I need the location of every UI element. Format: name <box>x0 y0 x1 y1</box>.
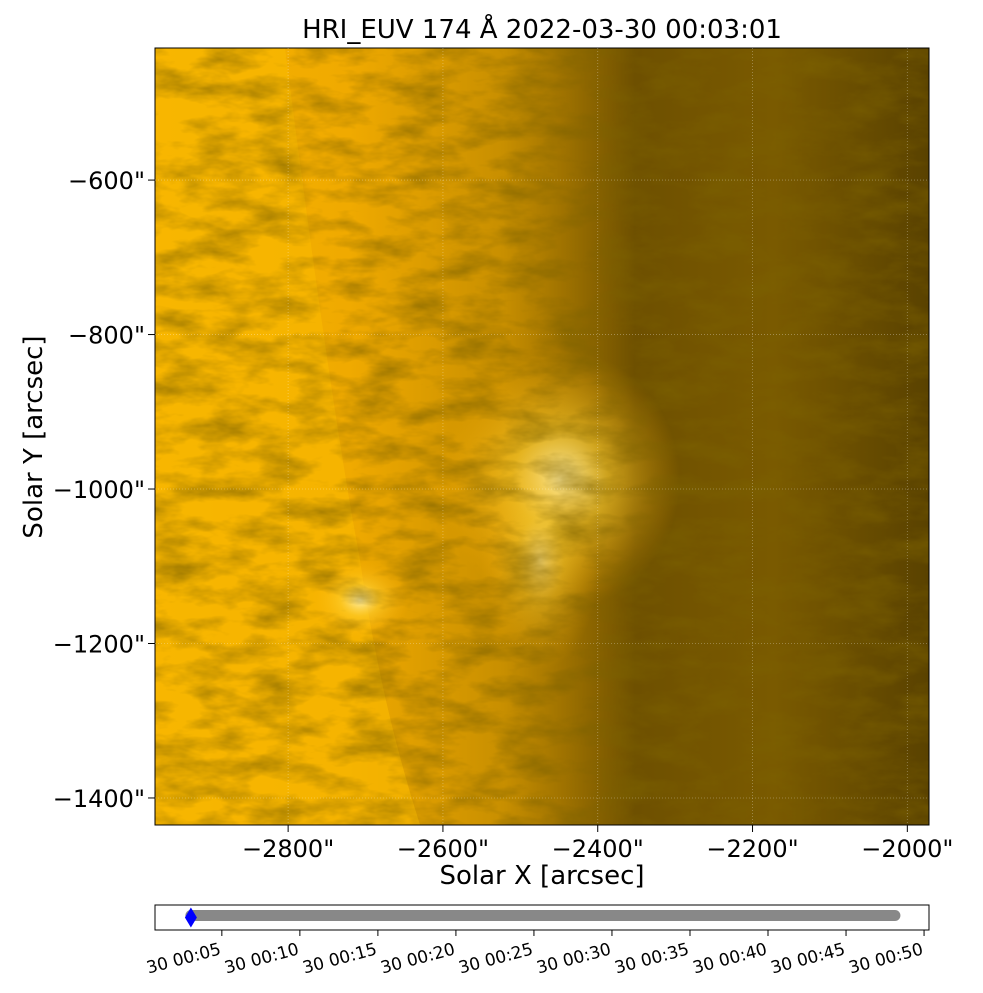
x-tick-label: 30 00:20 <box>379 940 458 979</box>
x-tick-label: 30 00:15 <box>301 940 380 979</box>
y-tick-label: −600" <box>68 167 145 195</box>
chart-title: HRI_EUV 174 Å 2022-03-30 00:03:01 <box>302 13 782 45</box>
y-axis-label: Solar Y [arcsec] <box>19 335 49 538</box>
x-tick-label: −2200" <box>706 835 798 863</box>
x-tick-label: −2000" <box>861 835 953 863</box>
x-tick-label: 30 00:05 <box>145 940 224 979</box>
solar-image <box>155 48 929 825</box>
axes-frame <box>154 47 930 826</box>
x-tick-label: 30 00:45 <box>769 940 848 979</box>
y-tick-label: −1000" <box>53 476 145 504</box>
x-tick-label: −2800" <box>242 835 334 863</box>
x-tick-label: 30 00:35 <box>613 940 692 979</box>
x-tick-label: 30 00:40 <box>691 940 770 979</box>
slider-handle[interactable] <box>184 907 197 928</box>
y-tick-label: −1200" <box>53 630 145 658</box>
y-tick-label: −800" <box>68 322 145 350</box>
x-axis-label: Solar X [arcsec] <box>439 861 644 891</box>
x-tick-label: 30 00:10 <box>223 940 302 979</box>
x-tick-label: −2600" <box>397 835 489 863</box>
x-tick-label: 30 00:25 <box>457 940 536 979</box>
y-tick-label: −1400" <box>53 785 145 813</box>
x-tick-label: 30 00:50 <box>847 940 926 979</box>
x-tick-label: −2400" <box>552 835 644 863</box>
x-tick-label: 30 00:30 <box>535 940 614 979</box>
